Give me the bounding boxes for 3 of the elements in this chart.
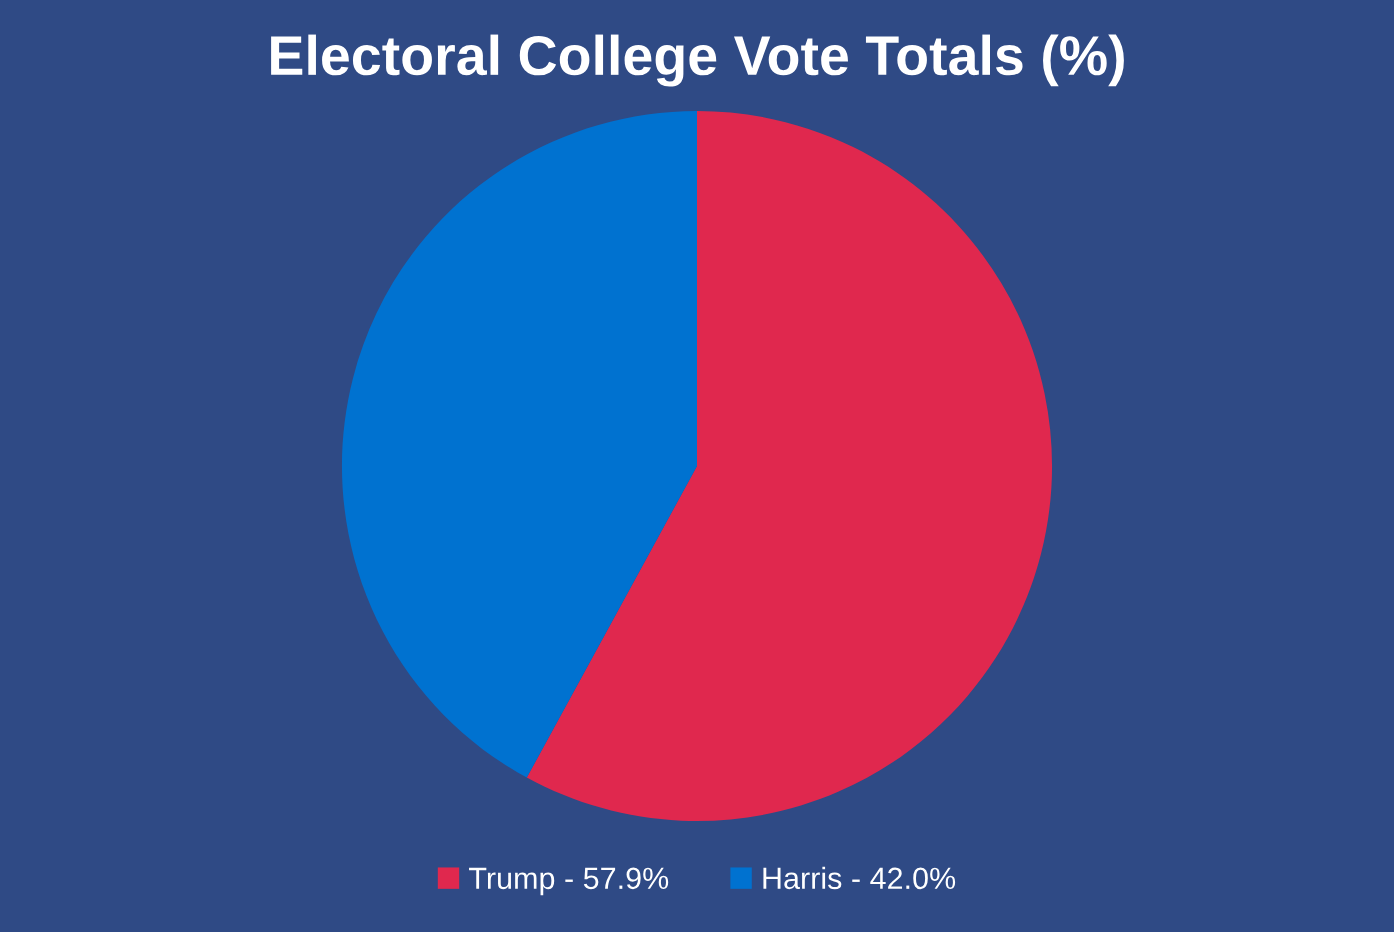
legend-label: Harris - 42.0%: [763, 866, 956, 890]
chart-title: Electoral College Vote Totals (%): [271, 34, 1124, 87]
legend-label: Trump - 57.9%: [469, 867, 669, 896]
